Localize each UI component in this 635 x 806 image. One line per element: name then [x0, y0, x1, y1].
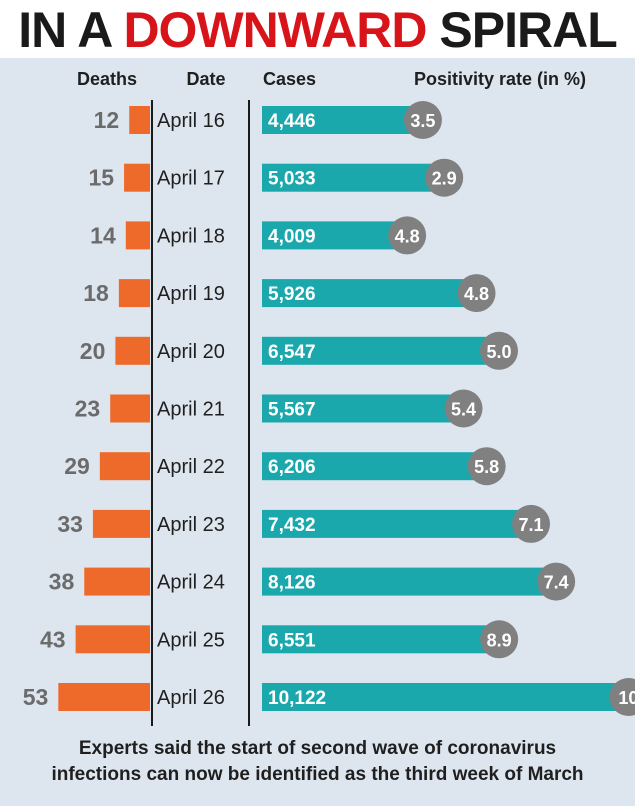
cases-label: 5,926 [268, 284, 316, 305]
positivity-circle [480, 331, 519, 370]
date-label: April 22 [157, 456, 225, 478]
cases-label: 8,126 [268, 573, 316, 594]
date-label: April 19 [157, 283, 225, 305]
deaths-label: 18 [83, 280, 109, 306]
positivity-label: 10 [618, 688, 635, 708]
title-part-accent: DOWNWARD [123, 2, 427, 58]
date-label: April 20 [157, 341, 225, 363]
deaths-label: 33 [57, 511, 83, 537]
positivity-label: 8.9 [487, 630, 512, 650]
positivity-label: 4.8 [464, 284, 489, 304]
deaths-bar [92, 509, 150, 538]
date-label: April 21 [157, 399, 225, 421]
cases-bar [262, 625, 500, 654]
cases-bar [262, 336, 500, 365]
cases-label: 6,551 [268, 630, 316, 651]
positivity-label: 5.0 [486, 342, 511, 362]
positivity-label: 7.1 [519, 515, 544, 535]
positivity-label: 7.4 [544, 573, 569, 593]
positivity-circle [457, 274, 496, 313]
positivity-circle [609, 678, 635, 716]
footer-line-1: Experts said the start of second wave of… [78, 738, 557, 759]
cases-label: 4,446 [268, 111, 316, 132]
cases-bar [262, 221, 408, 250]
deaths-label: 23 [75, 396, 101, 422]
positivity-label: 5.4 [451, 400, 476, 420]
cases-bar [262, 279, 477, 308]
positivity-circle [467, 447, 506, 486]
cases-bar [262, 106, 423, 134]
date-label: April 17 [157, 168, 225, 190]
deaths-bar [99, 452, 150, 481]
header-cases: Cases [263, 69, 316, 89]
header-deaths: Deaths [77, 69, 137, 89]
deaths-bar [124, 163, 150, 192]
deaths-bar [129, 106, 150, 134]
positivity-circle [388, 216, 427, 255]
deaths-label: 38 [49, 569, 75, 595]
positivity-label: 4.8 [395, 226, 420, 246]
cases-label: 6,547 [268, 342, 316, 363]
deaths-bar [115, 336, 150, 365]
positivity-circle [403, 101, 442, 139]
positivity-label: 3.5 [410, 111, 435, 131]
deaths-bar [75, 625, 150, 654]
date-label: April 18 [157, 225, 225, 247]
deaths-label: 20 [80, 338, 106, 364]
title-part-1: IN A [18, 2, 124, 58]
header-date: Date [186, 69, 225, 89]
deaths-label: 12 [94, 107, 120, 133]
date-label: April 26 [157, 687, 225, 709]
deaths-bar [84, 567, 150, 596]
positivity-circle [512, 504, 551, 543]
deaths-bar [125, 221, 150, 250]
header-positivity-rate: Positivity rate (in %) [414, 69, 586, 89]
date-label: April 16 [157, 110, 225, 132]
cases-label: 5,567 [268, 400, 316, 421]
cases-label: 6,206 [268, 457, 316, 478]
cases-bar [262, 567, 557, 596]
chart-svg: Deaths Date Cases Positivity rate (in %) 12 A… [23, 69, 635, 726]
cases-label: 5,033 [268, 169, 316, 190]
footer-line-2: infections can now be identified as the … [51, 764, 584, 785]
cases-bar [262, 452, 487, 481]
cases-bar [262, 683, 629, 711]
title-part-3: SPIRAL [426, 2, 617, 58]
deaths-label: 14 [90, 222, 116, 248]
chart-title: IN A DOWNWARD SPIRAL [0, 2, 635, 58]
deaths-bar [110, 394, 150, 423]
cases-label: 10,122 [268, 688, 326, 709]
positivity-circle [444, 389, 483, 428]
deaths-label: 15 [88, 165, 114, 191]
cases-label: 4,009 [268, 226, 316, 247]
deaths-label: 29 [64, 453, 90, 479]
cases-label: 7,432 [268, 515, 316, 536]
date-label: April 23 [157, 514, 225, 536]
cases-bar [262, 394, 464, 423]
positivity-circle [425, 158, 464, 197]
deaths-bar [118, 279, 150, 308]
positivity-label: 5.8 [474, 457, 499, 477]
footer-note: Experts said the start of second wave of… [0, 726, 635, 806]
cases-bar [262, 509, 532, 538]
positivity-label: 2.9 [432, 169, 457, 189]
date-label: April 24 [157, 572, 225, 594]
date-label: April 25 [157, 629, 225, 651]
deaths-label: 53 [23, 684, 49, 710]
cases-bar [262, 163, 445, 192]
deaths-label: 43 [40, 626, 66, 652]
positivity-circle [480, 620, 519, 659]
positivity-circle [537, 562, 576, 601]
deaths-bar [58, 683, 151, 711]
